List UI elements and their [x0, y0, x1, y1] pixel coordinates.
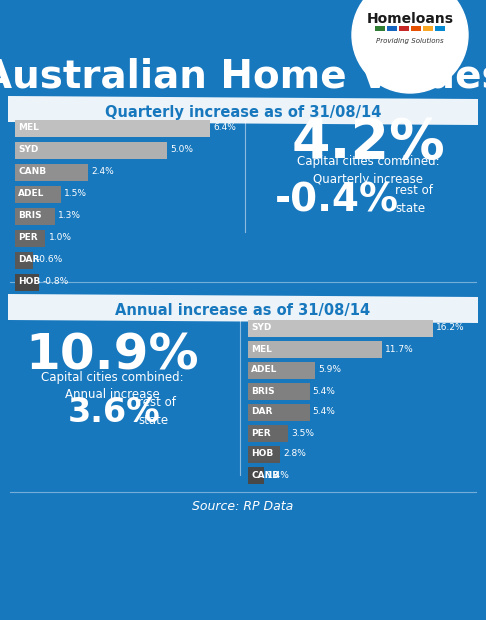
Text: 6.4%: 6.4%: [213, 123, 236, 133]
Bar: [15, 229, 46, 247]
Text: MEL: MEL: [251, 345, 272, 353]
Text: rest of
state: rest of state: [138, 397, 176, 428]
Text: BRIS: BRIS: [18, 211, 42, 221]
Bar: [15, 273, 39, 291]
Text: DAR: DAR: [251, 407, 272, 417]
Text: 5.9%: 5.9%: [318, 366, 341, 374]
Bar: [248, 404, 310, 420]
Bar: [423, 26, 433, 31]
Bar: [399, 26, 409, 31]
Text: ADEL: ADEL: [251, 366, 278, 374]
Text: CANB: CANB: [18, 167, 46, 177]
Text: 10.9%: 10.9%: [25, 331, 199, 379]
Bar: [15, 120, 210, 136]
Text: 3.6%: 3.6%: [68, 396, 160, 428]
Text: SYD: SYD: [251, 324, 271, 332]
Bar: [375, 26, 385, 31]
Text: Source: RP Data: Source: RP Data: [192, 500, 294, 513]
Polygon shape: [8, 294, 478, 323]
Bar: [248, 446, 280, 463]
Text: Capital cities combined:
Quarterly increase: Capital cities combined: Quarterly incre…: [296, 154, 439, 185]
Bar: [15, 185, 61, 203]
Text: 16.2%: 16.2%: [436, 324, 465, 332]
Bar: [248, 340, 382, 358]
Text: 1.5%: 1.5%: [64, 190, 87, 198]
Text: 1.0%: 1.0%: [49, 234, 71, 242]
Bar: [248, 425, 288, 441]
Text: Quarterly increase as of 31/08/14: Quarterly increase as of 31/08/14: [105, 105, 381, 120]
Text: 3.5%: 3.5%: [291, 428, 314, 438]
Text: Capital cities combined:
Annual increase: Capital cities combined: Annual increase: [41, 371, 183, 402]
Text: PER: PER: [251, 428, 271, 438]
Text: 1.3%: 1.3%: [58, 211, 81, 221]
Text: 5.4%: 5.4%: [312, 407, 335, 417]
Polygon shape: [8, 96, 478, 125]
Bar: [387, 26, 397, 31]
Text: DAR: DAR: [18, 255, 39, 265]
Text: -0.8%: -0.8%: [42, 278, 69, 286]
Text: 5.4%: 5.4%: [312, 386, 335, 396]
Bar: [15, 164, 88, 180]
Text: HOB: HOB: [18, 278, 40, 286]
Bar: [15, 208, 54, 224]
Bar: [435, 26, 445, 31]
Text: Providing Solutions: Providing Solutions: [376, 38, 444, 44]
Text: rest of
state: rest of state: [395, 185, 433, 216]
Text: HOB: HOB: [251, 450, 273, 459]
Text: 5.0%: 5.0%: [171, 146, 193, 154]
Bar: [248, 361, 315, 378]
Text: 1.4%: 1.4%: [267, 471, 290, 479]
Bar: [15, 252, 33, 268]
Text: ADEL: ADEL: [18, 190, 44, 198]
Bar: [248, 319, 433, 337]
Text: -0.6%: -0.6%: [36, 255, 63, 265]
Text: Annual increase as of 31/08/14: Annual increase as of 31/08/14: [116, 303, 370, 317]
Bar: [411, 26, 421, 31]
Text: PER: PER: [18, 234, 37, 242]
Text: 2.8%: 2.8%: [283, 450, 306, 459]
Text: -0.4%: -0.4%: [275, 181, 399, 219]
Text: 4.2%: 4.2%: [291, 116, 445, 170]
Text: 11.7%: 11.7%: [384, 345, 414, 353]
Text: SYD: SYD: [18, 146, 38, 154]
Text: Australian Home Values: Australian Home Values: [0, 58, 486, 96]
Text: CANB: CANB: [251, 471, 279, 479]
Bar: [248, 466, 264, 484]
Text: BRIS: BRIS: [251, 386, 275, 396]
Text: MEL: MEL: [18, 123, 39, 133]
Bar: [248, 383, 310, 399]
Circle shape: [352, 0, 468, 93]
Text: Homeloans: Homeloans: [366, 12, 453, 26]
Bar: [15, 141, 167, 159]
Text: 2.4%: 2.4%: [91, 167, 114, 177]
